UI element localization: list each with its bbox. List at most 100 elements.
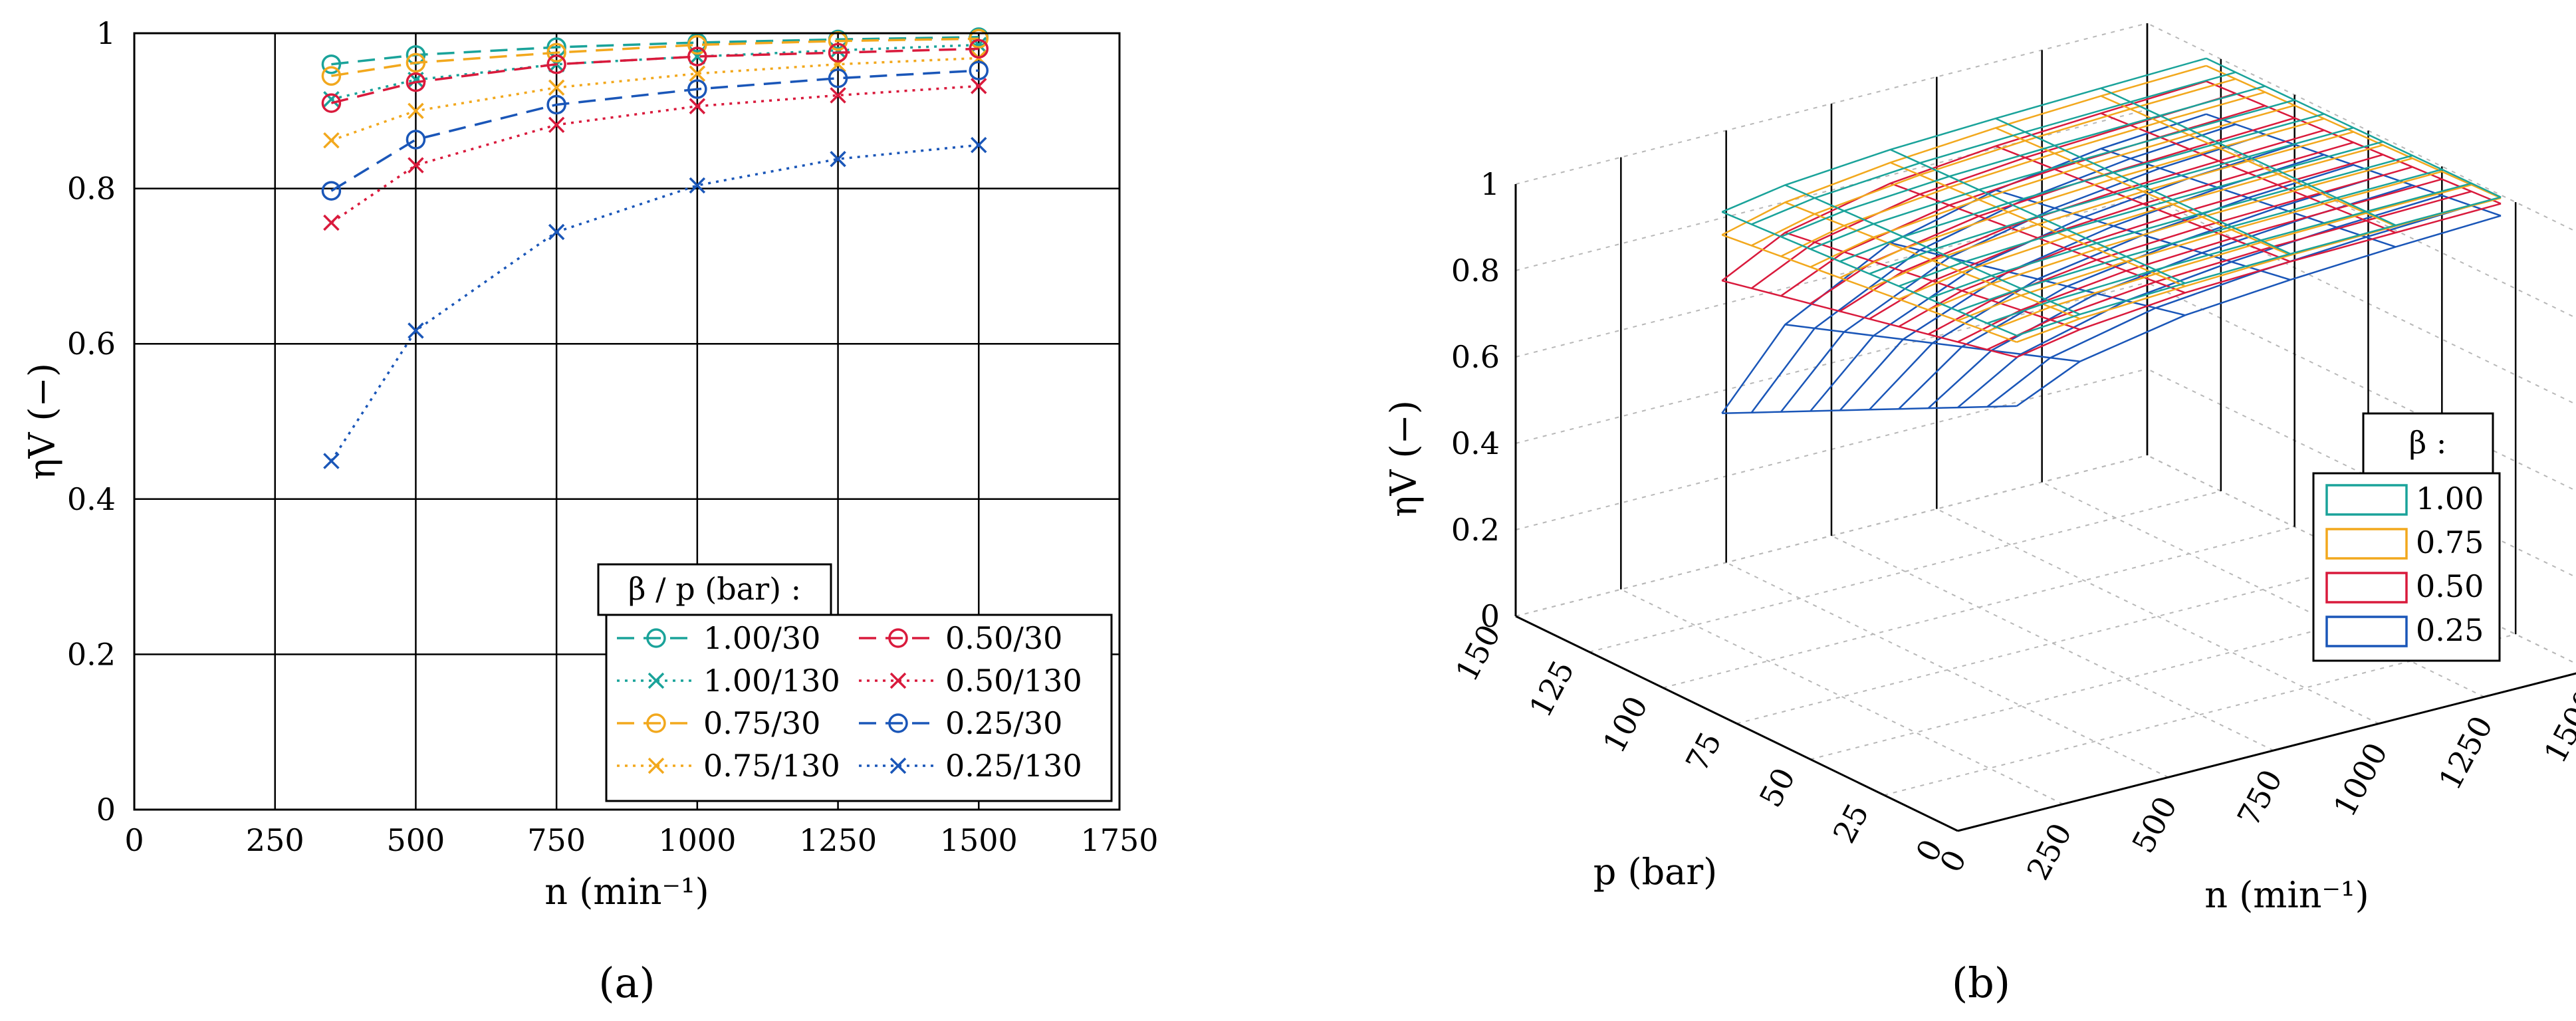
chart-b-surface-line: [1839, 118, 2325, 279]
chart-a-data-point: [689, 98, 706, 115]
chart-a-data-point: [323, 91, 340, 108]
chart-b-xtick-label: 1000: [2326, 737, 2395, 822]
chart-a-legend-box: [605, 614, 1113, 802]
chart-a-frame: [133, 32, 1121, 811]
chart-a-legend-marker: [889, 672, 907, 689]
chart-a-data-point: [548, 79, 565, 96]
chart-a-legend-items: 1.00/30 1.00/130 0.75/30 0.75/130 0.50/30 0.5…: [617, 620, 1082, 784]
chart-a-data-point: [687, 79, 707, 99]
chart-b-xtick-label: 500: [2125, 790, 2184, 859]
chart-b-xtick-label: 1250: [2432, 710, 2500, 796]
chart-a-ytick-label: 0: [96, 792, 116, 828]
chart-a-ylabel: ηV (−): [21, 363, 63, 480]
chart-b-wall-grid-line: [2147, 23, 2576, 233]
chart-a: 0 250 500 750 1000 1250 1500 1750 0 0.2 0.4 0.6 0.8 1…: [21, 15, 1159, 1007]
chart-b-surface-line: [1810, 99, 2295, 250]
chart-a-data-point: [321, 181, 342, 201]
chart-a-data-point: [321, 66, 342, 86]
chart-b-surface-line: [1721, 80, 2207, 282]
panel-a-label: (a): [598, 959, 655, 1007]
chart-a-series-line: [330, 144, 979, 462]
chart-a-data-point: [830, 87, 846, 104]
chart-b-ztick-label: 0.8: [1451, 253, 1500, 288]
chart-b-wall-grid-line: [2147, 282, 2576, 492]
chart-a-xtick-label: 0: [124, 822, 144, 858]
chart-b-wall-grid-line: [2147, 195, 2576, 405]
chart-a-series-line: [331, 37, 979, 77]
chart-a-xtick-label: 1250: [799, 822, 877, 858]
chart-b-ytick-label: 125: [1522, 655, 1581, 723]
chart-b-surface-line: [2100, 95, 2397, 227]
chart-b-surface-line: [1928, 154, 2413, 300]
chart-a-legend-marker: [646, 628, 666, 648]
chart-a-data-point: [323, 132, 340, 149]
chart-b-surface-line: [1986, 183, 2472, 332]
chart-b-surface-line: [1810, 117, 2295, 304]
chart-b-surface-line: [1784, 201, 2081, 320]
chart-b-surface-line: [1995, 118, 2291, 255]
chart-a-data-point: [969, 29, 989, 49]
chart-b-xtick-label: 750: [2230, 764, 2289, 832]
chart-a-xtick-label: 1750: [1080, 822, 1158, 858]
chart-a-data-point: [408, 157, 424, 173]
chart-b-legend-swatch: [2325, 572, 2408, 604]
chart-a-data-point: [687, 47, 707, 66]
chart-b-surface-line: [2016, 197, 2502, 343]
chart-b-surface-line: [1751, 78, 2236, 247]
chart-b-surface-line: [2016, 203, 2502, 358]
chart-b-surface-line: [1721, 64, 2207, 236]
chart-b-ylabel: p (bar): [1593, 851, 1717, 893]
chart-a-data-point: [971, 136, 987, 154]
chart-b-surface-line: [1780, 91, 2266, 257]
chart-b-zlabel: ηV (−): [1383, 400, 1425, 517]
chart-b-surface-line: [1751, 71, 2236, 225]
chart-b-surface-line: [1928, 157, 2413, 311]
chart-b-ytick-label: 75: [1679, 726, 1728, 777]
chart-b-surface-line: [1957, 194, 2442, 409]
chart-a-legend-title: β / p (bar) :: [628, 571, 801, 607]
chart-b-surface-line: [1780, 134, 2266, 413]
chart-b-surface-line: [2016, 196, 2502, 337]
chart-b-surface-line: [1784, 231, 2081, 330]
chart-a-series-line: [331, 43, 979, 101]
chart-a-data-point: [828, 68, 848, 88]
chart-b-surface-line: [1890, 162, 2186, 287]
chart-b-surface-line: [1721, 57, 2207, 213]
chart-b-legend-items: 1.00 0.75 0.50 0.25: [2325, 481, 2484, 648]
chart-a-legend-marker: [888, 628, 908, 648]
chart-a-ytick-label: 0.8: [67, 171, 116, 207]
chart-a-legend-label: 0.25/30: [945, 705, 1062, 741]
chart-b-legend-label: 0.50: [2416, 568, 2484, 604]
chart-b: 0 250 500 750 1000 1250 1500025507510012515000…: [1383, 23, 2576, 1007]
chart-a-legend-label: 0.75/30: [703, 705, 820, 741]
chart-b-legend-swatch: [2325, 484, 2408, 516]
chart-b-surface-line: [1898, 144, 2384, 300]
chart-b-ytick-label: 100: [1595, 690, 1655, 758]
chart-b-surface-line: [2206, 80, 2502, 205]
chart-a-legend: β / p (bar) : 1.00/30 1.00/130 0.75/30 0.75…: [597, 563, 1113, 802]
chart-b-legend-title: β :: [2409, 425, 2447, 461]
chart-b-surface-line: [2206, 113, 2502, 217]
chart-a-data-point: [321, 54, 342, 74]
chart-b-surface-line: [1986, 205, 2472, 407]
chart-a-data-point: [323, 214, 340, 231]
chart-a-data-point: [689, 177, 706, 194]
chart-b-legend: β : 1.00 0.75 0.50 0.25: [2312, 412, 2501, 662]
chart-a-data-point: [406, 53, 426, 73]
chart-b-floor-grid-line: [1736, 562, 2369, 725]
chart-a-ytick-label: 0.6: [67, 326, 116, 362]
chart-b-surface-line: [1898, 154, 2384, 328]
chart-b-xlabel: n (min⁻¹): [2204, 874, 2369, 916]
chart-a-data-point: [406, 72, 426, 92]
chart-b-floor-grid-line: [1620, 588, 2063, 805]
chart-b-surface-line: [1869, 142, 2354, 320]
chart-b-surface-line: [1986, 182, 2472, 324]
chart-a-series-line: [331, 36, 979, 66]
chart-b-xtick-label: 1500: [2537, 683, 2576, 769]
chart-a-series-line: [330, 84, 979, 224]
chart-a-series: [321, 27, 989, 469]
chart-a-xtick-label: 1500: [940, 822, 1018, 858]
chart-b-legend-label: 0.25: [2416, 612, 2484, 648]
chart-b-surface-line: [1869, 131, 2354, 290]
